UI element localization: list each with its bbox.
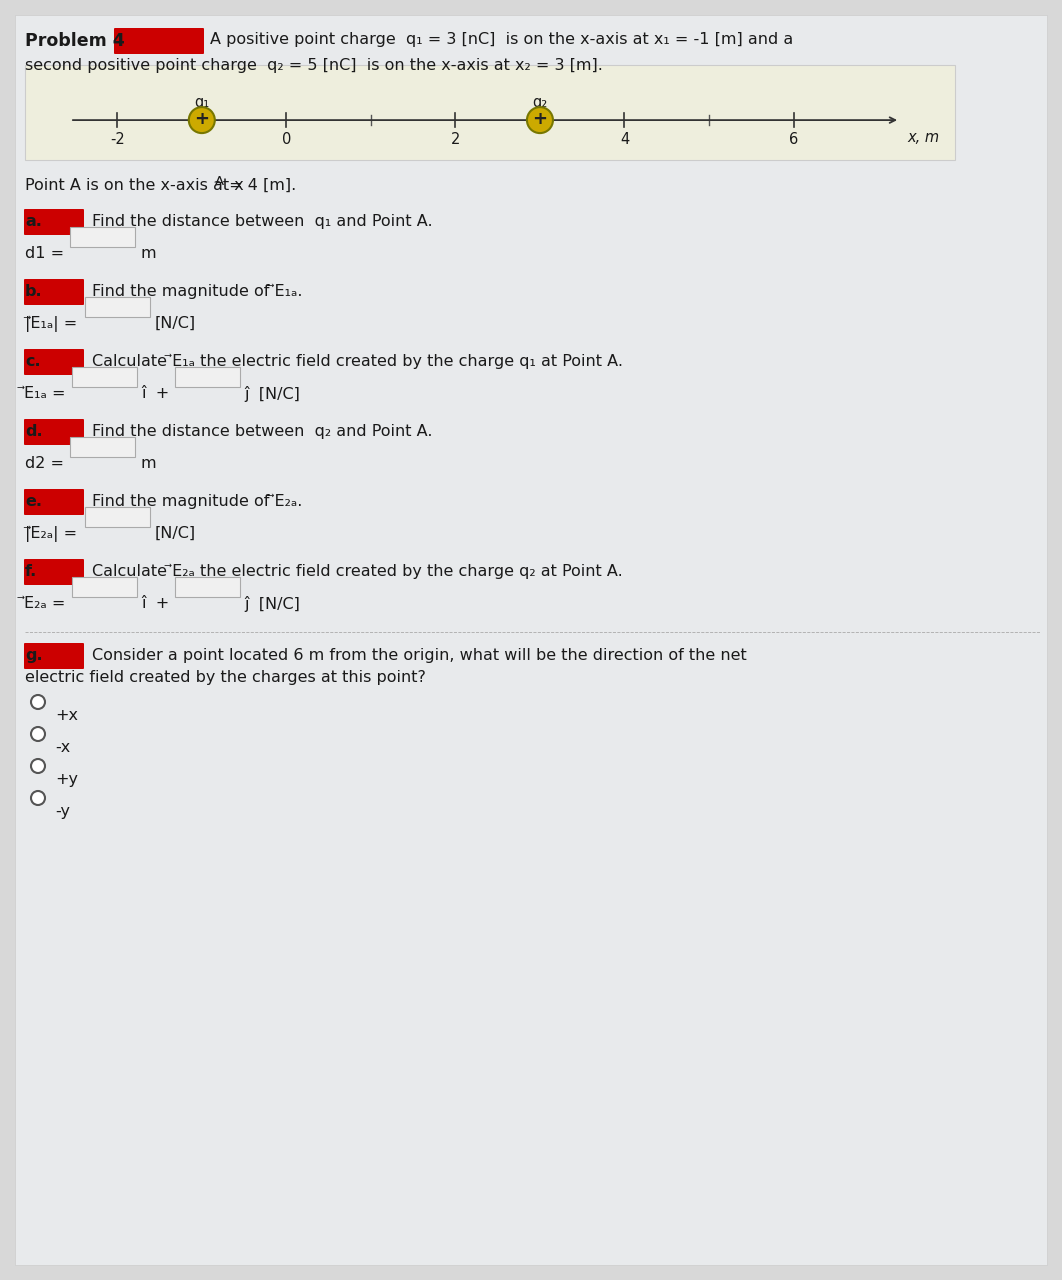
Circle shape [31, 791, 45, 805]
FancyBboxPatch shape [24, 643, 84, 669]
FancyBboxPatch shape [85, 507, 150, 527]
Text: electric field created by the charges at this point?: electric field created by the charges at… [25, 669, 426, 685]
Text: A: A [215, 175, 224, 188]
Text: Point A is on the x-axis at x: Point A is on the x-axis at x [25, 178, 244, 193]
Text: 6: 6 [789, 132, 799, 147]
Circle shape [31, 727, 45, 741]
Text: d.: d. [25, 424, 42, 439]
FancyBboxPatch shape [24, 279, 84, 305]
Text: g.: g. [25, 648, 42, 663]
Text: A positive point charge  q₁ = 3 [nC]  is on the x-axis at x₁ = -1 [m] and a: A positive point charge q₁ = 3 [nC] is o… [210, 32, 793, 47]
Text: +y: +y [55, 772, 78, 787]
FancyBboxPatch shape [24, 419, 84, 445]
Text: î  +: î + [141, 387, 169, 401]
FancyBboxPatch shape [24, 559, 84, 585]
Text: d2 =: d2 = [25, 456, 64, 471]
Text: +: + [194, 110, 209, 128]
Text: c.: c. [25, 355, 40, 369]
Text: b.: b. [25, 284, 42, 300]
Text: |⃗E₁ₐ| =: |⃗E₁ₐ| = [25, 316, 78, 333]
Text: d1 =: d1 = [25, 246, 64, 261]
Text: ĵ  [N/C]: ĵ [N/C] [244, 596, 299, 612]
Text: ĵ  [N/C]: ĵ [N/C] [244, 387, 299, 402]
Circle shape [31, 759, 45, 773]
Text: q₂: q₂ [532, 95, 548, 110]
Text: f.: f. [25, 564, 37, 579]
FancyBboxPatch shape [85, 297, 150, 317]
Text: Find the distance between  q₁ and Point A.: Find the distance between q₁ and Point A… [92, 214, 432, 229]
FancyBboxPatch shape [70, 436, 135, 457]
Text: î  +: î + [141, 596, 169, 611]
FancyBboxPatch shape [175, 577, 240, 596]
FancyBboxPatch shape [70, 227, 135, 247]
Text: +x: +x [55, 708, 78, 723]
FancyBboxPatch shape [72, 577, 137, 596]
Text: -x: -x [55, 740, 70, 755]
Text: +: + [532, 110, 547, 128]
Circle shape [527, 108, 553, 133]
Text: e.: e. [25, 494, 42, 509]
Text: 2: 2 [450, 132, 460, 147]
Text: Find the distance between  q₂ and Point A.: Find the distance between q₂ and Point A… [92, 424, 432, 439]
FancyBboxPatch shape [72, 367, 137, 387]
FancyBboxPatch shape [114, 28, 204, 54]
FancyBboxPatch shape [175, 367, 240, 387]
Text: m: m [140, 246, 156, 261]
Text: ⃗E₁ₐ =: ⃗E₁ₐ = [25, 387, 67, 401]
Text: Find the magnitude of ⃗E₂ₐ.: Find the magnitude of ⃗E₂ₐ. [92, 494, 303, 509]
FancyBboxPatch shape [24, 349, 84, 375]
Text: ⃗E₂ₐ =: ⃗E₂ₐ = [25, 596, 66, 611]
Text: Find the magnitude of ⃗E₁ₐ.: Find the magnitude of ⃗E₁ₐ. [92, 284, 303, 300]
Text: -2: -2 [109, 132, 124, 147]
Text: [N/C]: [N/C] [155, 316, 196, 332]
Text: m: m [140, 456, 156, 471]
Text: a.: a. [25, 214, 41, 229]
FancyBboxPatch shape [15, 15, 1047, 1265]
Circle shape [31, 695, 45, 709]
Text: x, m: x, m [907, 131, 939, 145]
Text: Calculate ⃗E₂ₐ the electric field created by the charge q₂ at Point A.: Calculate ⃗E₂ₐ the electric field create… [92, 564, 622, 579]
Text: = 4 [m].: = 4 [m]. [224, 178, 296, 193]
Text: 4: 4 [620, 132, 629, 147]
Text: q₁: q₁ [194, 95, 209, 110]
Text: Consider a point located 6 m from the origin, what will be the direction of the : Consider a point located 6 m from the or… [92, 648, 747, 663]
Text: Problem 4: Problem 4 [25, 32, 124, 50]
FancyBboxPatch shape [25, 65, 955, 160]
FancyBboxPatch shape [24, 489, 84, 515]
Text: Calculate ⃗E₁ₐ the electric field created by the charge q₁ at Point A.: Calculate ⃗E₁ₐ the electric field create… [92, 355, 623, 369]
Circle shape [189, 108, 215, 133]
Text: [N/C]: [N/C] [155, 526, 196, 541]
Text: second positive point charge  q₂ = 5 [nC]  is on the x-axis at x₂ = 3 [m].: second positive point charge q₂ = 5 [nC]… [25, 58, 603, 73]
Text: 0: 0 [281, 132, 291, 147]
Text: |⃗E₂ₐ| =: |⃗E₂ₐ| = [25, 526, 78, 543]
FancyBboxPatch shape [24, 209, 84, 236]
Text: -y: -y [55, 804, 70, 819]
